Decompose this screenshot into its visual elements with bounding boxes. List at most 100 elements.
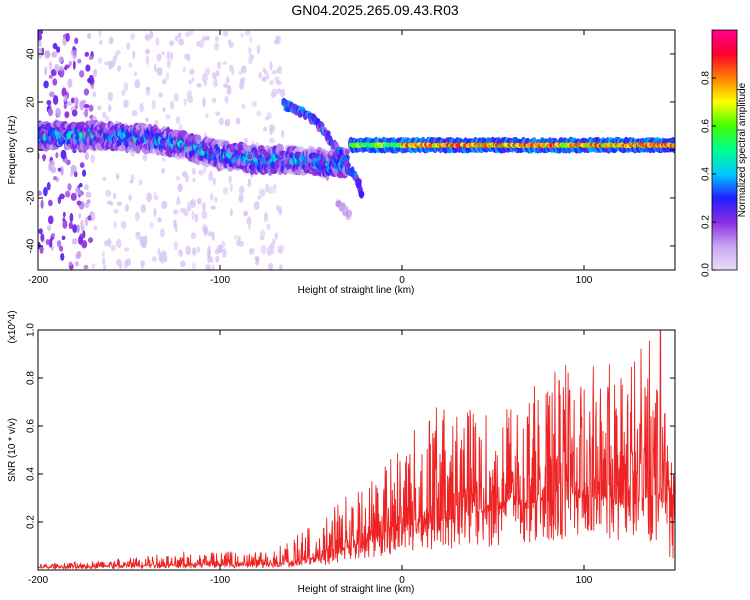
spectrogram-noise-cell bbox=[62, 219, 68, 229]
spectrogram-plot-area bbox=[38, 30, 675, 270]
spectrogram-noise-cell bbox=[263, 69, 268, 76]
spectrogram-noise-cell bbox=[128, 62, 133, 68]
spectrogram-noise-cell bbox=[240, 77, 246, 82]
spectrogram-noise-cell bbox=[60, 166, 64, 176]
spectrogram-noise-cell bbox=[49, 160, 56, 168]
spectrogram-noise-cell bbox=[226, 85, 232, 96]
spectrogram-noise-cell bbox=[189, 68, 195, 76]
spectrogram-xlabel: Height of straight line (km) bbox=[298, 285, 415, 296]
snr-ytick-label: 0.4 bbox=[26, 467, 37, 481]
spectrogram-noise-cell bbox=[48, 74, 53, 79]
spectrogram-noise-cell bbox=[234, 235, 238, 240]
spectrogram-noise-cell bbox=[243, 137, 249, 143]
spectrogram-noise-cell bbox=[215, 255, 220, 263]
spectrogram-noise-cell bbox=[75, 104, 78, 110]
spectrogram-noise-cell bbox=[110, 244, 116, 252]
spectrogram-noise-cell bbox=[278, 264, 283, 270]
snr-axes: -200 -100 0 100 0.2 0.4 0.6 0.8 1.0 bbox=[26, 323, 675, 586]
spectrogram-noise-cell bbox=[66, 101, 73, 106]
spectrogram-noise-cell bbox=[269, 127, 273, 136]
spectrogram-noise-cell bbox=[61, 235, 66, 241]
page-title: GN04.2025.265.09.43.R03 bbox=[291, 2, 459, 18]
spectrogram-noise-cell bbox=[52, 78, 58, 86]
spectrogram-noise-cell bbox=[102, 257, 106, 265]
spectrogram-noise-cell bbox=[80, 219, 84, 230]
spectrogram-noise-cell bbox=[84, 107, 89, 118]
spectrogram-noise-cell bbox=[126, 42, 131, 50]
spectrogram-noise-cell bbox=[191, 210, 195, 221]
spectrogram-noise-cell bbox=[63, 103, 67, 109]
spectrogram-noise-cell bbox=[138, 179, 143, 186]
spectrogram-noise-cell bbox=[277, 245, 283, 254]
spectrogram-noise-cell bbox=[210, 205, 216, 210]
spectrogram-noise-cell bbox=[228, 175, 232, 184]
spectrogram-xtick-label: 0 bbox=[399, 275, 405, 286]
spectrogram-noise-cell bbox=[215, 111, 221, 116]
spectrogram-noise-cell bbox=[125, 258, 132, 267]
spectrogram-noise-cell bbox=[107, 238, 112, 247]
spectrogram-noise-cell bbox=[231, 67, 235, 77]
spectrogram-noise-cell bbox=[76, 250, 82, 259]
spectrogram-noise-cell bbox=[161, 51, 165, 56]
spectrogram-noise-cell bbox=[102, 176, 107, 182]
spectrogram-noise-cell bbox=[206, 266, 211, 270]
spectrogram-noise-cell bbox=[244, 30, 251, 36]
spectrogram-noise-cell bbox=[145, 86, 151, 91]
snr-xtick-label: -200 bbox=[28, 575, 48, 586]
snr-ytick-label: 0.2 bbox=[26, 515, 37, 529]
spectrogram-noise-cell bbox=[78, 189, 83, 197]
spectrogram-noise-cell bbox=[82, 230, 86, 239]
spectrogram-noise-cell bbox=[83, 264, 89, 270]
spectrogram-noise-cell bbox=[79, 70, 85, 78]
spectrogram-noise-cell bbox=[78, 213, 82, 219]
spectrogram-noise-cell bbox=[271, 249, 275, 255]
spectrogram-noise-cell bbox=[130, 32, 136, 41]
spectrogram-noise-cell bbox=[134, 79, 141, 89]
spectrogram-noise-cell bbox=[184, 174, 190, 183]
spectrogram-noise-cell bbox=[278, 65, 283, 74]
spectrogram-noise-cell bbox=[56, 240, 62, 248]
spectrogram-band-cell bbox=[344, 149, 350, 155]
spectrogram-noise-cell bbox=[178, 38, 185, 46]
spectrogram-noise-cell bbox=[178, 249, 183, 257]
spectrogram-noise-cell bbox=[261, 76, 267, 83]
spectrogram-noise-cell bbox=[115, 258, 122, 267]
spectrogram-noise-cell bbox=[240, 65, 247, 74]
spectrogram-noise-cell bbox=[202, 97, 206, 108]
spectrogram-noise-cell bbox=[104, 61, 110, 66]
spectrogram-noise-cell bbox=[235, 239, 241, 247]
spectrogram-ytick-label: -40 bbox=[26, 238, 37, 253]
spectrogram-noise-cell bbox=[70, 164, 77, 174]
spectrogram-noise-cell bbox=[191, 167, 196, 175]
spectrogram-noise-cell bbox=[223, 30, 229, 37]
spectrogram-noise-cell bbox=[88, 104, 94, 112]
spectrogram-noise-cell bbox=[192, 177, 196, 183]
spectrogram-band-cell bbox=[135, 145, 141, 154]
spectrogram-noise-cell bbox=[184, 31, 191, 38]
spectrogram-noise-cell bbox=[68, 221, 73, 230]
spectrogram-band-cell bbox=[296, 146, 304, 153]
spectrogram-noise-cell bbox=[182, 66, 186, 73]
spectrogram-noise-cell bbox=[113, 209, 119, 214]
spectrogram-noise-cell bbox=[260, 244, 267, 255]
spectrogram-noise-cell bbox=[79, 162, 85, 169]
spectrogram-noise-cell bbox=[38, 30, 44, 35]
spectrogram-tonal-cell bbox=[671, 143, 675, 148]
spectrogram-noise-cell bbox=[116, 201, 122, 207]
spectrogram-noise-cell bbox=[83, 88, 90, 96]
spectrogram-noise-cell bbox=[72, 224, 78, 234]
spectrogram-noise-cell bbox=[151, 99, 156, 110]
spectrogram-noise-cell bbox=[169, 100, 175, 110]
spectrogram-noise-cell bbox=[52, 175, 58, 181]
spectrogram-noise-cell bbox=[47, 108, 54, 117]
spectrogram-noise-cell bbox=[73, 96, 79, 106]
spectrogram-noise-cell bbox=[216, 61, 222, 70]
spectrogram-noise-cell bbox=[191, 77, 195, 82]
spectrogram-noise-cell bbox=[68, 261, 73, 267]
spectrogram-noise-cell bbox=[188, 79, 192, 85]
spectrogram-noise-cell bbox=[249, 36, 253, 44]
spectrogram-noise-cell bbox=[87, 199, 91, 204]
spectrogram-noise-cell bbox=[85, 64, 91, 72]
